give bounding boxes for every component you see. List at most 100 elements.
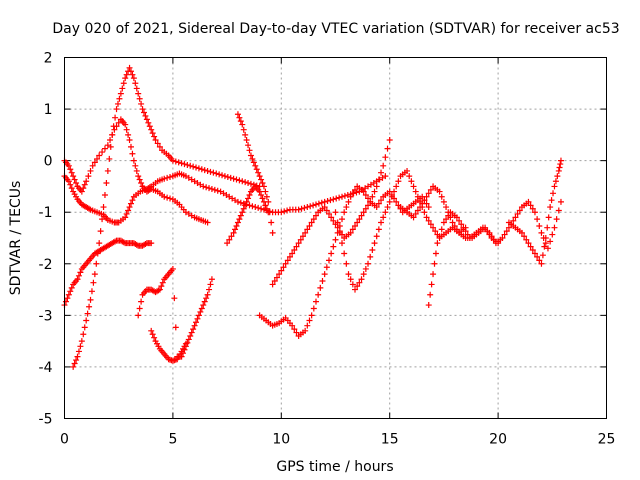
- data-point: [77, 269, 84, 276]
- data-point: [273, 274, 280, 281]
- data-point: [139, 106, 146, 113]
- data-point: [161, 175, 168, 182]
- data-point: [421, 197, 428, 204]
- data-point: [345, 271, 352, 278]
- data-point: [550, 190, 557, 197]
- data-point: [152, 137, 159, 144]
- data-point: [382, 173, 389, 180]
- data-point: [365, 195, 372, 202]
- x-tick-label: 20: [489, 432, 507, 448]
- data-point: [510, 217, 517, 224]
- data-point: [486, 229, 493, 236]
- data-point: [265, 198, 272, 205]
- data-point: [68, 169, 75, 176]
- data-point: [245, 142, 252, 149]
- data-point: [132, 80, 139, 87]
- data-point: [164, 174, 171, 181]
- data-point: [228, 233, 235, 240]
- data-point: [169, 157, 176, 164]
- data-point: [436, 233, 443, 240]
- data-point: [161, 193, 168, 200]
- data-point: [259, 179, 266, 186]
- data-point: [86, 303, 93, 310]
- data-point: [542, 240, 549, 247]
- data-point: [505, 224, 512, 231]
- data-point: [438, 193, 445, 200]
- data-point: [210, 169, 217, 176]
- data-point: [417, 204, 424, 211]
- data-point: [304, 226, 311, 233]
- data-point: [206, 286, 213, 293]
- data-point: [253, 166, 260, 173]
- series-sat-n: [397, 183, 469, 236]
- data-point: [555, 207, 562, 214]
- y-axis-label: SDTVAR / TECUs: [8, 181, 24, 296]
- data-point: [302, 229, 309, 236]
- data-point: [436, 188, 443, 195]
- data-point: [111, 126, 118, 133]
- data-point: [107, 137, 114, 144]
- data-point: [321, 271, 328, 278]
- data-point: [271, 277, 278, 284]
- data-point: [378, 197, 385, 204]
- data-point: [393, 183, 400, 190]
- data-point: [216, 171, 223, 178]
- data-point: [548, 197, 555, 204]
- data-point: [252, 204, 259, 211]
- data-point: [112, 114, 119, 121]
- data-point: [80, 331, 87, 338]
- data-point: [360, 209, 367, 216]
- data-point: [538, 260, 545, 267]
- data-point: [310, 305, 317, 312]
- data-point: [291, 247, 298, 254]
- data-point: [87, 167, 94, 174]
- data-point: [552, 178, 559, 185]
- data-point: [129, 71, 136, 78]
- data-point: [207, 168, 214, 175]
- horizontal-gridlines: [64, 108, 607, 368]
- data-point: [136, 176, 143, 183]
- data-point: [308, 312, 315, 319]
- data-point: [295, 206, 302, 213]
- data-point: [138, 298, 145, 305]
- data-point: [440, 219, 447, 226]
- x-tick-label: 25: [598, 432, 616, 448]
- data-point: [557, 198, 564, 205]
- data-point: [525, 198, 532, 205]
- data-point: [159, 279, 166, 286]
- data-point: [230, 229, 237, 236]
- data-point: [321, 204, 328, 211]
- data-point: [542, 235, 549, 241]
- data-point: [158, 283, 165, 290]
- data-point: [488, 233, 495, 240]
- data-point: [167, 195, 174, 202]
- data-point: [74, 353, 81, 360]
- data-point: [130, 75, 137, 82]
- data-point: [78, 188, 85, 195]
- data-point: [531, 209, 538, 216]
- data-point: [386, 198, 393, 205]
- data-point: [201, 298, 208, 305]
- data-point: [175, 159, 182, 166]
- data-point: [233, 222, 240, 229]
- data-point: [255, 204, 262, 211]
- data-point: [557, 157, 564, 164]
- data-point: [521, 233, 528, 240]
- data-point: [234, 198, 241, 205]
- data-point: [262, 202, 269, 209]
- data-point: [247, 152, 254, 159]
- data-point: [233, 176, 240, 183]
- data-point: [123, 71, 130, 78]
- data-point: [428, 281, 435, 288]
- data-point: [195, 312, 202, 319]
- data-point: [256, 173, 263, 180]
- data-point: [247, 180, 254, 187]
- data-point: [308, 219, 315, 226]
- data-point: [539, 252, 546, 259]
- data-point: [529, 247, 536, 254]
- data-point: [301, 204, 308, 211]
- data-point: [194, 315, 201, 322]
- data-point: [414, 193, 421, 200]
- data-point: [154, 140, 161, 147]
